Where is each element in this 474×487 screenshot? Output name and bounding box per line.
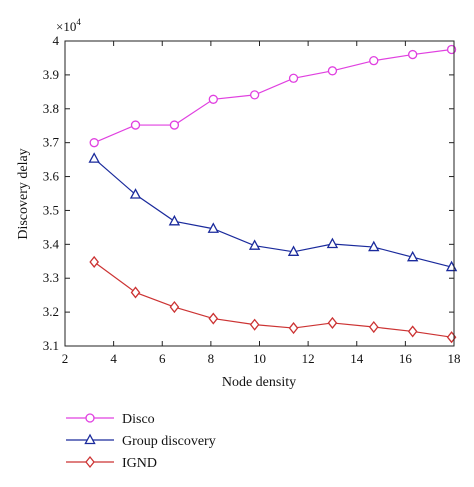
data-point-ignd bbox=[249, 318, 260, 331]
x-tick-label: 16 bbox=[399, 351, 413, 366]
data-point-disco bbox=[408, 49, 418, 60]
y-tick-label: 3.4 bbox=[43, 236, 60, 251]
data-point-disco bbox=[288, 73, 299, 83]
data-point-disco bbox=[89, 138, 99, 148]
data-point-group-discovery bbox=[129, 188, 142, 199]
data-point-ignd bbox=[169, 300, 180, 314]
y-tick-label: 4 bbox=[53, 33, 60, 48]
data-point-disco bbox=[249, 90, 260, 100]
legend-label-ignd: IGND bbox=[122, 456, 157, 471]
plot-area bbox=[88, 44, 458, 344]
x-tick-label: 18 bbox=[448, 351, 461, 366]
x-tick-label: 2 bbox=[62, 351, 69, 366]
data-point-ignd bbox=[130, 286, 141, 299]
y-axis-label: Discovery delay bbox=[16, 148, 31, 239]
y-multiplier-exponent: 4 bbox=[76, 17, 81, 27]
x-tick-label: 4 bbox=[110, 351, 117, 366]
y-multiplier-base: ×10 bbox=[56, 19, 76, 34]
axes: 2 4 6 8 10 12 14 16 18 3.1 3.2 3.3 3.4 3.5 3.6 3.7 3.8 3.… bbox=[43, 33, 461, 366]
data-point-ignd bbox=[368, 320, 379, 334]
x-tick-label: 8 bbox=[208, 351, 215, 366]
legend-marker-disco bbox=[85, 413, 95, 423]
y-tick-label: 3.7 bbox=[43, 135, 60, 150]
legend-item-disco: Disco bbox=[66, 412, 155, 427]
y-tick-label: 3.1 bbox=[43, 338, 59, 353]
data-point-group-discovery bbox=[88, 152, 100, 163]
data-point-disco bbox=[327, 66, 338, 76]
data-point-ignd bbox=[208, 312, 219, 325]
data-point-disco bbox=[169, 120, 180, 130]
series-line-group-discovery bbox=[93, 158, 452, 268]
data-point-ignd bbox=[89, 255, 100, 268]
series-group-discovery bbox=[88, 152, 458, 272]
legend-item-group-discovery: Group discovery bbox=[66, 433, 216, 449]
plot-frame bbox=[64, 40, 455, 347]
x-tick-label: 10 bbox=[253, 351, 266, 366]
y-tick-label: 3.6 bbox=[43, 169, 60, 184]
data-point-group-discovery bbox=[368, 240, 380, 252]
data-point-group-discovery bbox=[287, 245, 300, 256]
y-multiplier: ×104 bbox=[56, 17, 81, 34]
legend-label-disco: Disco bbox=[122, 412, 155, 427]
y-tick-label: 3.5 bbox=[43, 202, 59, 217]
y-tick-label: 3.9 bbox=[43, 67, 59, 82]
data-point-group-discovery bbox=[326, 237, 339, 249]
y-tick-label: 3.3 bbox=[43, 270, 59, 285]
data-point-ignd bbox=[407, 325, 418, 338]
data-point-disco bbox=[369, 56, 379, 66]
series-disco bbox=[89, 44, 457, 148]
series-line-disco bbox=[93, 48, 452, 144]
data-point-group-discovery bbox=[248, 239, 261, 250]
data-point-ignd bbox=[288, 321, 299, 335]
legend-marker-ignd bbox=[85, 455, 95, 469]
legend: Disco Group discovery IGND bbox=[66, 412, 216, 471]
x-tick-label: 12 bbox=[302, 351, 315, 366]
x-axis-label: Node density bbox=[222, 375, 296, 390]
legend-item-ignd: IGND bbox=[66, 455, 157, 471]
y-tick-label: 3.8 bbox=[43, 101, 59, 116]
series-line-ignd bbox=[93, 261, 452, 338]
data-point-disco bbox=[130, 120, 141, 130]
legend-label-group-discovery: Group discovery bbox=[122, 434, 216, 449]
y-tick-label: 3.2 bbox=[43, 304, 59, 319]
series-ignd bbox=[89, 255, 457, 344]
x-tick-label: 6 bbox=[159, 351, 166, 366]
x-tick-label: 14 bbox=[350, 351, 364, 366]
data-point-group-discovery bbox=[207, 222, 219, 233]
data-point-ignd bbox=[327, 316, 338, 329]
data-point-group-discovery bbox=[406, 250, 419, 262]
data-point-disco bbox=[208, 94, 218, 104]
legend-marker-group-discovery bbox=[84, 433, 96, 445]
data-point-group-discovery bbox=[168, 214, 181, 226]
